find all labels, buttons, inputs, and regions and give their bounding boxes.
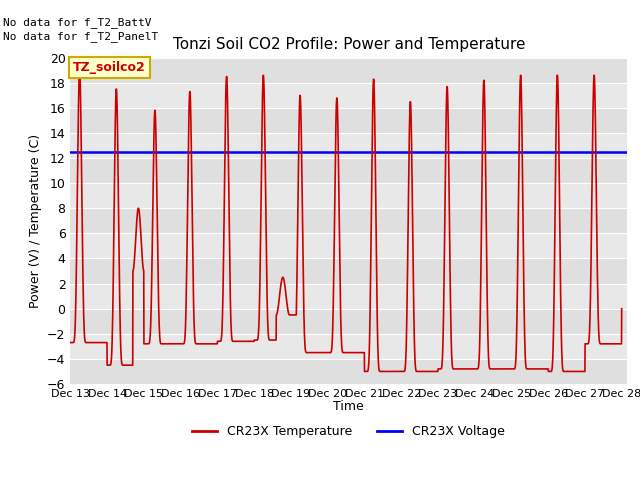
Bar bbox=[70, 183, 627, 208]
Bar bbox=[70, 133, 627, 158]
Bar bbox=[70, 208, 627, 233]
Bar bbox=[70, 359, 627, 384]
Y-axis label: Power (V) / Temperature (C): Power (V) / Temperature (C) bbox=[29, 134, 42, 308]
X-axis label: Time: Time bbox=[333, 400, 364, 413]
Text: No data for f_T2_PanelT: No data for f_T2_PanelT bbox=[3, 31, 159, 42]
Text: TZ_soilco2: TZ_soilco2 bbox=[73, 61, 146, 74]
Bar bbox=[70, 83, 627, 108]
Bar bbox=[70, 334, 627, 359]
Bar bbox=[70, 258, 627, 284]
Bar bbox=[70, 58, 627, 83]
Text: No data for f_T2_BattV: No data for f_T2_BattV bbox=[3, 17, 152, 28]
Bar bbox=[70, 158, 627, 183]
Title: Tonzi Soil CO2 Profile: Power and Temperature: Tonzi Soil CO2 Profile: Power and Temper… bbox=[173, 37, 525, 52]
Legend: CR23X Temperature, CR23X Voltage: CR23X Temperature, CR23X Voltage bbox=[188, 420, 510, 443]
Bar bbox=[70, 284, 627, 309]
Bar bbox=[70, 108, 627, 133]
Bar bbox=[70, 233, 627, 258]
Bar bbox=[70, 309, 627, 334]
